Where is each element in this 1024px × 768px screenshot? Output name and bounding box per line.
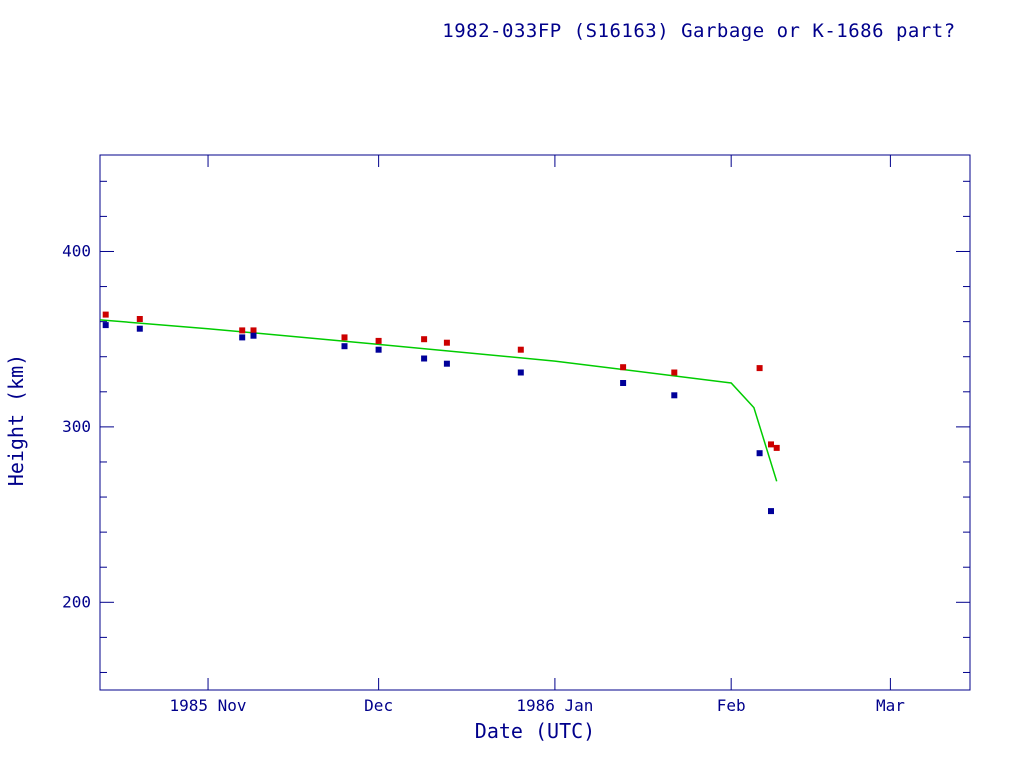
model-line bbox=[99, 319, 778, 482]
chart-title: 1982-033FP (S16163) Garbage or K-1686 pa… bbox=[442, 20, 956, 42]
perigee-height-point bbox=[768, 508, 774, 515]
perigee-height-point bbox=[375, 346, 382, 353]
perigee-height-point bbox=[517, 369, 524, 376]
perigee-height-point bbox=[102, 322, 109, 329]
perigee-height-point bbox=[250, 332, 257, 339]
apogee-height-point bbox=[620, 364, 627, 371]
perigee-height-point bbox=[239, 334, 246, 341]
x-axis-label: Date (UTC) bbox=[474, 719, 596, 743]
apogee-height-point bbox=[443, 339, 450, 346]
perigee-height-point bbox=[443, 360, 450, 367]
apogee-height-point bbox=[102, 311, 109, 318]
apogee-height-point bbox=[517, 346, 524, 353]
apogee-height-point bbox=[250, 327, 257, 334]
apogee-height-point bbox=[375, 337, 382, 344]
apogee-height-point bbox=[768, 441, 774, 448]
perigee-height-point bbox=[620, 380, 627, 386]
apogee-height-point bbox=[239, 327, 246, 334]
apogee-height-point bbox=[773, 444, 780, 451]
perigee-height-point bbox=[341, 343, 348, 350]
plot-frame bbox=[99, 154, 971, 691]
x-tick-label: Dec bbox=[364, 696, 393, 715]
perigee-height-point bbox=[136, 325, 143, 332]
x-tick-label: 1986 Jan bbox=[516, 696, 593, 715]
apogee-height-point bbox=[341, 334, 348, 341]
x-tick-label: 1985 Nov bbox=[170, 696, 247, 715]
y-tick-label: 200 bbox=[62, 592, 91, 611]
x-tick-label: Feb bbox=[717, 696, 746, 715]
apogee-height-point bbox=[421, 336, 428, 343]
perigee-height-point bbox=[421, 355, 428, 362]
perigee-height-point bbox=[671, 392, 678, 399]
perigee-height-point bbox=[756, 450, 763, 457]
x-tick-label: Mar bbox=[876, 696, 905, 715]
y-tick-label: 400 bbox=[62, 241, 91, 260]
apogee-height-point bbox=[756, 365, 763, 372]
y-tick-label: 300 bbox=[62, 417, 91, 436]
apogee-height-point bbox=[671, 369, 678, 376]
apogee-height-point bbox=[136, 316, 143, 322]
